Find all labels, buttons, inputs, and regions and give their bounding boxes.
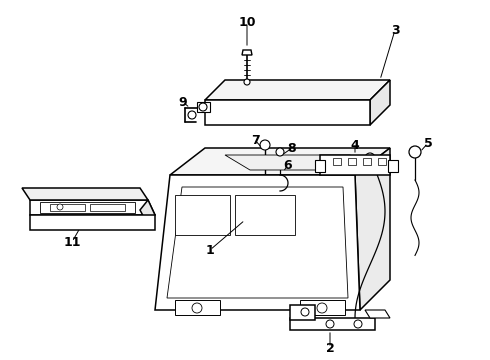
Text: 7: 7	[250, 134, 259, 147]
Polygon shape	[290, 305, 315, 320]
Polygon shape	[235, 195, 295, 235]
Polygon shape	[388, 160, 398, 172]
Text: 8: 8	[288, 141, 296, 154]
Polygon shape	[355, 148, 390, 310]
Circle shape	[57, 204, 63, 210]
Circle shape	[244, 79, 250, 85]
Polygon shape	[30, 215, 155, 230]
Polygon shape	[197, 102, 210, 112]
Polygon shape	[348, 158, 356, 165]
Polygon shape	[22, 188, 148, 200]
Text: 3: 3	[391, 23, 399, 36]
Text: 6: 6	[284, 158, 293, 171]
Text: 4: 4	[351, 139, 359, 152]
Polygon shape	[333, 158, 341, 165]
Circle shape	[188, 111, 196, 119]
Polygon shape	[290, 318, 375, 330]
Circle shape	[409, 146, 421, 158]
Polygon shape	[315, 160, 325, 172]
Circle shape	[354, 320, 362, 328]
Polygon shape	[242, 50, 252, 55]
Polygon shape	[167, 187, 348, 298]
Polygon shape	[40, 202, 135, 213]
Polygon shape	[363, 158, 371, 165]
Circle shape	[317, 303, 327, 313]
Circle shape	[326, 320, 334, 328]
Text: 11: 11	[63, 235, 81, 248]
Text: 10: 10	[238, 15, 256, 28]
Circle shape	[260, 140, 270, 150]
Polygon shape	[50, 204, 85, 211]
Polygon shape	[378, 158, 386, 165]
Text: 9: 9	[179, 95, 187, 108]
Polygon shape	[205, 100, 370, 125]
Polygon shape	[30, 200, 155, 215]
Polygon shape	[205, 80, 390, 100]
Text: 2: 2	[326, 342, 334, 355]
Polygon shape	[175, 300, 220, 315]
Polygon shape	[320, 155, 390, 175]
Polygon shape	[155, 175, 360, 310]
Polygon shape	[365, 310, 390, 318]
Text: 1: 1	[206, 243, 215, 257]
Polygon shape	[225, 155, 375, 170]
Circle shape	[301, 308, 309, 316]
Polygon shape	[140, 200, 155, 225]
Circle shape	[199, 103, 207, 111]
Polygon shape	[370, 80, 390, 125]
Polygon shape	[175, 195, 230, 235]
Polygon shape	[90, 204, 125, 211]
Polygon shape	[300, 300, 345, 315]
Circle shape	[276, 148, 284, 156]
Circle shape	[192, 303, 202, 313]
Text: 5: 5	[424, 136, 432, 149]
Polygon shape	[170, 148, 390, 175]
Circle shape	[365, 153, 375, 163]
